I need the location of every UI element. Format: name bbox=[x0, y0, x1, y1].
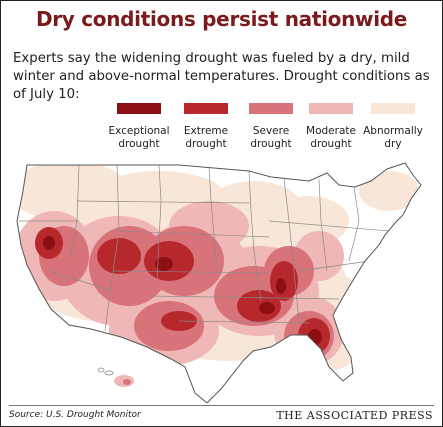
us-drought-map bbox=[16, 162, 422, 403]
legend-label-extreme: Extreme drought bbox=[183, 125, 229, 150]
legend-swatch-abnormally-dry bbox=[371, 103, 415, 114]
legend-item-extreme: Extreme drought bbox=[171, 103, 241, 151]
credit-line: THE ASSOCIATED PRESS bbox=[276, 409, 433, 422]
legend-swatch-extreme bbox=[184, 103, 228, 114]
legend-swatch-exceptional bbox=[117, 103, 161, 114]
hawaii-islands bbox=[97, 367, 134, 387]
legend-label-moderate: Moderate drought bbox=[306, 125, 356, 150]
legend-label-severe: Severe drought bbox=[250, 125, 292, 150]
legend-item-moderate: Moderate drought bbox=[296, 103, 366, 151]
legend-item-abnormally-dry: Abnormally dry bbox=[358, 103, 428, 151]
us-outline bbox=[16, 162, 422, 403]
drought-areas bbox=[17, 163, 419, 371]
legend-swatch-moderate bbox=[309, 103, 353, 114]
legend-item-exceptional: Exceptional drought bbox=[104, 103, 174, 151]
exceptional-drought-areas bbox=[43, 236, 322, 345]
drought-legend: Exceptional drought Extreme drought Severe… bbox=[1, 103, 442, 159]
graphic-title: Dry conditions persist nationwide bbox=[35, 7, 408, 31]
legend-label-exceptional: Exceptional drought bbox=[108, 125, 170, 150]
legend-label-abnormally-dry: Abnormally dry bbox=[363, 125, 423, 150]
state-borders bbox=[19, 164, 390, 332]
legend-item-severe: Severe drought bbox=[236, 103, 306, 151]
graphic-subtitle: Experts say the widening drought was fue… bbox=[13, 51, 430, 102]
footer-divider bbox=[9, 405, 434, 406]
legend-swatch-severe bbox=[249, 103, 293, 114]
source-note: Source: U.S. Drought Monitor bbox=[9, 410, 141, 420]
